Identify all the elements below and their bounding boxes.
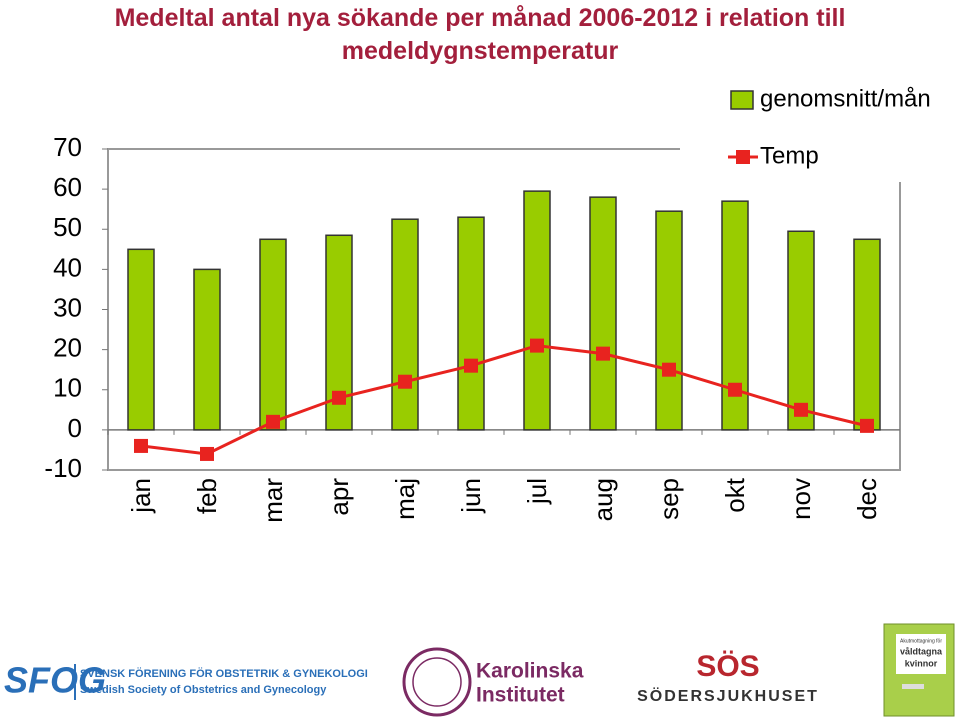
- x-tick-label: nov: [786, 478, 816, 520]
- sfog-logo: SFOG SVENSK FÖRENING FÖR OBSTETRIK & GYN…: [4, 660, 368, 701]
- seal-inner: [412, 657, 462, 707]
- seal: [402, 647, 472, 717]
- marker: [332, 390, 346, 405]
- bar: [655, 210, 683, 431]
- ki-line2: Institutet: [476, 684, 565, 707]
- y-tick-label: 20: [53, 333, 82, 363]
- plot-frame: [107, 148, 901, 471]
- marker: [464, 358, 478, 373]
- bar: [391, 218, 419, 431]
- bar: [853, 238, 881, 431]
- x-tick-label: jul: [522, 478, 552, 505]
- legend-label: Temp: [760, 142, 819, 169]
- bar: [193, 268, 221, 431]
- karolinska-logo: Karolinska Institutet: [402, 647, 584, 717]
- x-tick-label: feb: [192, 478, 222, 514]
- y-tick-label: 0: [68, 413, 82, 443]
- legend-marker: [736, 150, 750, 164]
- y-tick-label: 40: [53, 252, 82, 282]
- marker: [530, 338, 544, 353]
- bar: [589, 196, 617, 431]
- x-tick-label: okt: [720, 477, 750, 512]
- legend-bg: [680, 82, 960, 182]
- sos-mark: SÖS: [696, 650, 759, 683]
- marker: [860, 418, 874, 433]
- x-tick-label: apr: [324, 478, 354, 516]
- y-tick-label: 50: [53, 212, 82, 242]
- book-line1: Akutmottagning för: [900, 638, 942, 644]
- marker: [398, 374, 412, 389]
- x-tick-label: jan: [126, 478, 156, 514]
- x-tick-label: dec: [852, 478, 882, 520]
- ki-line1: Karolinska: [476, 660, 584, 683]
- sfog-line2: Swedish Society of Obstetrics and Gyneco…: [80, 684, 327, 696]
- x-tick-label: maj: [390, 478, 420, 520]
- book-line3: kvinnor: [905, 658, 938, 668]
- marker: [134, 438, 148, 453]
- x-tick-label: mar: [258, 478, 288, 523]
- bar: [127, 248, 155, 431]
- y-tick-label: 70: [53, 132, 82, 162]
- legend-swatch: [730, 90, 754, 110]
- x-tick-label: aug: [588, 478, 618, 521]
- sfog-mark: SFOG: [4, 660, 106, 701]
- y-tick-label: 10: [53, 373, 82, 403]
- book-logo: Akutmottagning för våldtagna kvinnor: [883, 623, 955, 717]
- book-line2: våldtagna: [900, 646, 943, 656]
- marker: [728, 382, 742, 397]
- divider: [74, 664, 76, 700]
- bar: [457, 216, 485, 431]
- chart-title: Medeltal antal nya sökande per månad 200…: [114, 4, 846, 65]
- handle: [902, 684, 924, 689]
- marker: [596, 346, 610, 361]
- sos-name: SÖDERSJUKHUSET: [637, 686, 819, 705]
- book-label: [896, 634, 946, 674]
- sfog-line1: SVENSK FÖRENING FÖR OBSTETRIK & GYNEKOLO…: [80, 667, 368, 680]
- legend-label: genomsnitt/mån: [760, 85, 931, 112]
- marker: [794, 402, 808, 417]
- sos-logo: SÖS SÖDERSJUKHUSET: [637, 650, 819, 705]
- y-tick-label: 60: [53, 172, 82, 202]
- bar: [259, 238, 287, 431]
- x-tick-label: sep: [654, 478, 684, 520]
- y-tick-label: 30: [53, 292, 82, 322]
- x-tick-label: jun: [456, 478, 486, 514]
- bar: [523, 190, 551, 431]
- y-tick-label: -10: [44, 453, 82, 483]
- line: [140, 344, 868, 456]
- marker: [266, 414, 280, 429]
- bar: [787, 230, 815, 431]
- marker: [200, 446, 214, 461]
- marker: [662, 362, 676, 377]
